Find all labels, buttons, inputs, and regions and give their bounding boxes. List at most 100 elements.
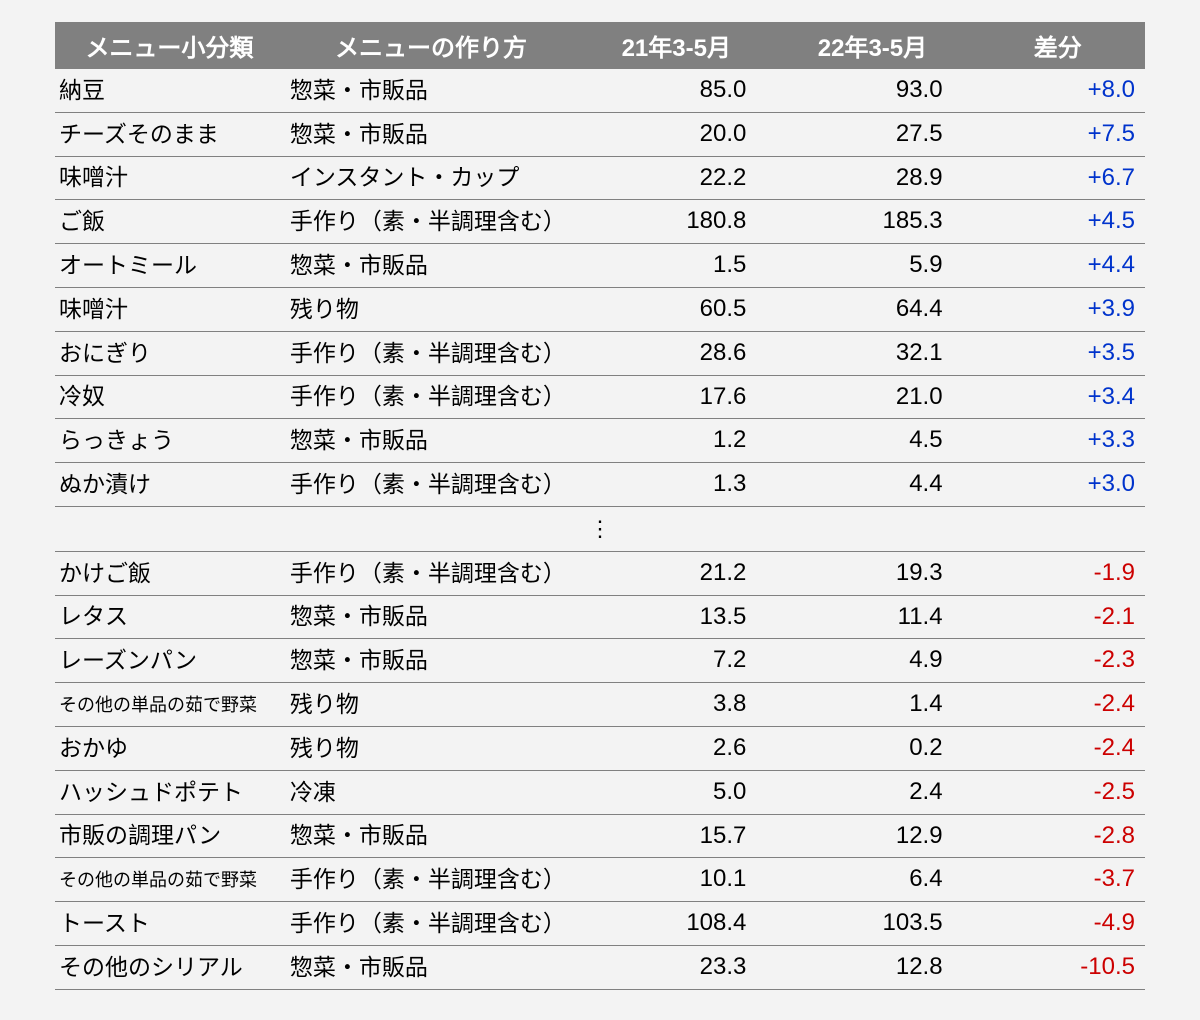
cell-category: ハッシュドポテト (55, 770, 284, 814)
cell-category: 市販の調理パン (55, 814, 284, 858)
cell-y21: 17.6 (578, 375, 774, 419)
cell-y22: 0.2 (774, 727, 970, 771)
cell-category: 冷奴 (55, 375, 284, 419)
cell-y22: 185.3 (774, 200, 970, 244)
cell-diff: -4.9 (971, 902, 1145, 946)
cell-method: 手作り（素・半調理含む） (284, 200, 578, 244)
table-header: メニュー小分類 メニューの作り方 21年3-5月 22年3-5月 差分 (55, 22, 1145, 69)
cell-method: 手作り（素・半調理含む） (284, 375, 578, 419)
cell-diff: -2.4 (971, 683, 1145, 727)
cell-y22: 27.5 (774, 112, 970, 156)
cell-y21: 2.6 (578, 727, 774, 771)
cell-method: 手作り（素・半調理含む） (284, 858, 578, 902)
cell-y21: 15.7 (578, 814, 774, 858)
col-header-diff: 差分 (971, 22, 1145, 69)
cell-category: かけご飯 (55, 551, 284, 595)
table-row: かけご飯手作り（素・半調理含む）21.219.3-1.9 (55, 551, 1145, 595)
table-row: 納豆惣菜・市販品85.093.0+8.0 (55, 69, 1145, 112)
cell-category: おにぎり (55, 331, 284, 375)
ellipsis-row: ⋮ (55, 506, 1145, 551)
cell-y21: 20.0 (578, 112, 774, 156)
cell-diff: -3.7 (971, 858, 1145, 902)
table-row: その他の単品の茹で野菜残り物3.81.4-2.4 (55, 683, 1145, 727)
cell-category: レーズンパン (55, 639, 284, 683)
table-row: レーズンパン惣菜・市販品7.24.9-2.3 (55, 639, 1145, 683)
table-row: 市販の調理パン惣菜・市販品15.712.9-2.8 (55, 814, 1145, 858)
cell-y21: 60.5 (578, 287, 774, 331)
cell-method: 惣菜・市販品 (284, 814, 578, 858)
cell-y22: 64.4 (774, 287, 970, 331)
cell-y22: 1.4 (774, 683, 970, 727)
table-row: 味噌汁インスタント・カップ22.228.9+6.7 (55, 156, 1145, 200)
cell-y22: 19.3 (774, 551, 970, 595)
cell-y21: 85.0 (578, 69, 774, 112)
cell-method: インスタント・カップ (284, 156, 578, 200)
cell-y21: 3.8 (578, 683, 774, 727)
cell-category: チーズそのまま (55, 112, 284, 156)
cell-diff: +7.5 (971, 112, 1145, 156)
table-row: その他の単品の茹で野菜手作り（素・半調理含む）10.16.4-3.7 (55, 858, 1145, 902)
table-row: 味噌汁残り物60.564.4+3.9 (55, 287, 1145, 331)
cell-y21: 5.0 (578, 770, 774, 814)
table-row: おにぎり手作り（素・半調理含む）28.632.1+3.5 (55, 331, 1145, 375)
cell-y21: 22.2 (578, 156, 774, 200)
table-container: メニュー小分類 メニューの作り方 21年3-5月 22年3-5月 差分 納豆惣菜… (0, 0, 1200, 1020)
cell-y22: 32.1 (774, 331, 970, 375)
cell-category: その他のシリアル (55, 946, 284, 990)
cell-y22: 2.4 (774, 770, 970, 814)
col-header-category: メニュー小分類 (55, 22, 284, 69)
cell-diff: -2.4 (971, 727, 1145, 771)
cell-y22: 93.0 (774, 69, 970, 112)
table-row: らっきょう惣菜・市販品1.24.5+3.3 (55, 419, 1145, 463)
cell-y21: 1.2 (578, 419, 774, 463)
cell-y21: 21.2 (578, 551, 774, 595)
cell-diff: -2.1 (971, 595, 1145, 639)
cell-method: 惣菜・市販品 (284, 244, 578, 288)
cell-y22: 21.0 (774, 375, 970, 419)
cell-diff: -2.5 (971, 770, 1145, 814)
cell-y21: 1.3 (578, 463, 774, 507)
cell-category: ぬか漬け (55, 463, 284, 507)
cell-y22: 12.9 (774, 814, 970, 858)
table-row: ぬか漬け手作り（素・半調理含む）1.34.4+3.0 (55, 463, 1145, 507)
cell-method: 残り物 (284, 287, 578, 331)
cell-method: 惣菜・市販品 (284, 595, 578, 639)
cell-diff: +3.0 (971, 463, 1145, 507)
cell-category: 味噌汁 (55, 156, 284, 200)
cell-y21: 1.5 (578, 244, 774, 288)
cell-category: らっきょう (55, 419, 284, 463)
cell-diff: -2.3 (971, 639, 1145, 683)
cell-y22: 11.4 (774, 595, 970, 639)
col-header-y22: 22年3-5月 (774, 22, 970, 69)
cell-method: 惣菜・市販品 (284, 112, 578, 156)
cell-method: 残り物 (284, 727, 578, 771)
cell-method: 冷凍 (284, 770, 578, 814)
cell-y22: 5.9 (774, 244, 970, 288)
cell-y21: 108.4 (578, 902, 774, 946)
ellipsis-icon: ⋮ (55, 506, 1145, 551)
cell-y22: 28.9 (774, 156, 970, 200)
cell-diff: -2.8 (971, 814, 1145, 858)
table-row: トースト手作り（素・半調理含む）108.4103.5-4.9 (55, 902, 1145, 946)
table-row: オートミール惣菜・市販品1.55.9+4.4 (55, 244, 1145, 288)
cell-y21: 28.6 (578, 331, 774, 375)
table-row: チーズそのまま惣菜・市販品20.027.5+7.5 (55, 112, 1145, 156)
cell-method: 手作り（素・半調理含む） (284, 551, 578, 595)
cell-category: ご飯 (55, 200, 284, 244)
cell-diff: +4.5 (971, 200, 1145, 244)
cell-y22: 4.5 (774, 419, 970, 463)
cell-y21: 13.5 (578, 595, 774, 639)
cell-y22: 12.8 (774, 946, 970, 990)
table-row: その他のシリアル惣菜・市販品23.312.8-10.5 (55, 946, 1145, 990)
table-row: ご飯手作り（素・半調理含む）180.8185.3+4.5 (55, 200, 1145, 244)
cell-diff: -1.9 (971, 551, 1145, 595)
cell-method: 手作り（素・半調理含む） (284, 902, 578, 946)
cell-diff: +4.4 (971, 244, 1145, 288)
col-header-method: メニューの作り方 (284, 22, 578, 69)
table-row: 冷奴手作り（素・半調理含む）17.621.0+3.4 (55, 375, 1145, 419)
menu-diff-table: メニュー小分類 メニューの作り方 21年3-5月 22年3-5月 差分 納豆惣菜… (55, 22, 1145, 990)
cell-method: 惣菜・市販品 (284, 419, 578, 463)
table-row: おかゆ残り物2.60.2-2.4 (55, 727, 1145, 771)
cell-category: その他の単品の茹で野菜 (55, 858, 284, 902)
col-header-y21: 21年3-5月 (578, 22, 774, 69)
